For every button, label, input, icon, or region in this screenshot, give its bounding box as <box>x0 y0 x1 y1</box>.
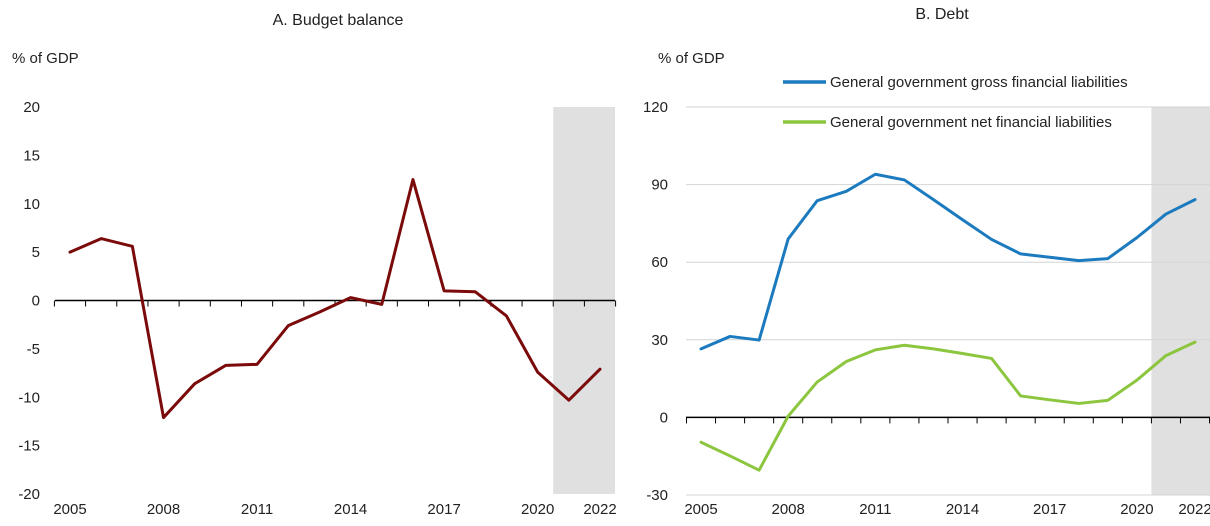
x-tick-label: 2020 <box>1120 501 1153 518</box>
panel-b-legend: General government gross financial liabi… <box>783 74 1128 131</box>
y-tick-label: 60 <box>651 254 668 271</box>
budget-balance-panel: A. Budget balance % of GDP 20 15 10 5 0 -5 -10… <box>12 12 617 518</box>
x-tick-label: 2020 <box>521 501 554 518</box>
x-tick-label: 2011 <box>241 501 273 518</box>
x-tick-label: 2014 <box>334 501 367 518</box>
y-tick-label: -5 <box>27 341 40 358</box>
y-tick-label: 120 <box>643 99 668 116</box>
x-tick-label: 2005 <box>684 501 717 518</box>
x-tick-label: 2008 <box>147 501 180 518</box>
series-line-b-1 <box>699 340 1197 472</box>
debt-panel: B. Debt % of GDP 120 90 60 30 0 -30 2005 2008 20… <box>643 6 1210 518</box>
y-tick-label: -30 <box>646 487 668 504</box>
series-line-a-0 <box>68 178 602 420</box>
x-tick-label: 2011 <box>859 501 891 518</box>
panel-b-y-axis-label: % of GDP <box>658 50 725 67</box>
panel-a-title: A. Budget balance <box>273 12 404 29</box>
series-line-b-0 <box>699 172 1197 351</box>
y-tick-label: 0 <box>32 293 40 310</box>
y-tick-label: 0 <box>660 409 668 426</box>
legend-label-net: General government net financial liabili… <box>830 114 1112 131</box>
y-tick-label: 90 <box>651 177 668 194</box>
y-tick-label: -15 <box>18 438 40 455</box>
y-tick-label: 5 <box>32 244 40 261</box>
x-tick-label: 2017 <box>1033 501 1066 518</box>
y-tick-label: -20 <box>18 486 40 503</box>
x-tick-label: 2005 <box>53 501 86 518</box>
panel-b-title: B. Debt <box>915 6 969 23</box>
x-tick-label: 2017 <box>427 501 460 518</box>
y-tick-label: 20 <box>23 99 40 116</box>
x-tick-label: 2022 <box>1178 501 1210 518</box>
y-tick-label: -10 <box>18 389 40 406</box>
projection-shading <box>1151 107 1210 495</box>
y-tick-label: 30 <box>651 332 668 349</box>
panel-a-y-axis-label: % of GDP <box>12 50 79 67</box>
y-tick-label: 10 <box>23 196 40 213</box>
y-tick-label: 15 <box>23 147 40 164</box>
x-tick-label: 2014 <box>946 501 979 518</box>
x-tick-label: 2008 <box>771 501 804 518</box>
x-tick-label: 2022 <box>583 501 616 518</box>
legend-label-gross: General government gross financial liabi… <box>830 74 1128 91</box>
